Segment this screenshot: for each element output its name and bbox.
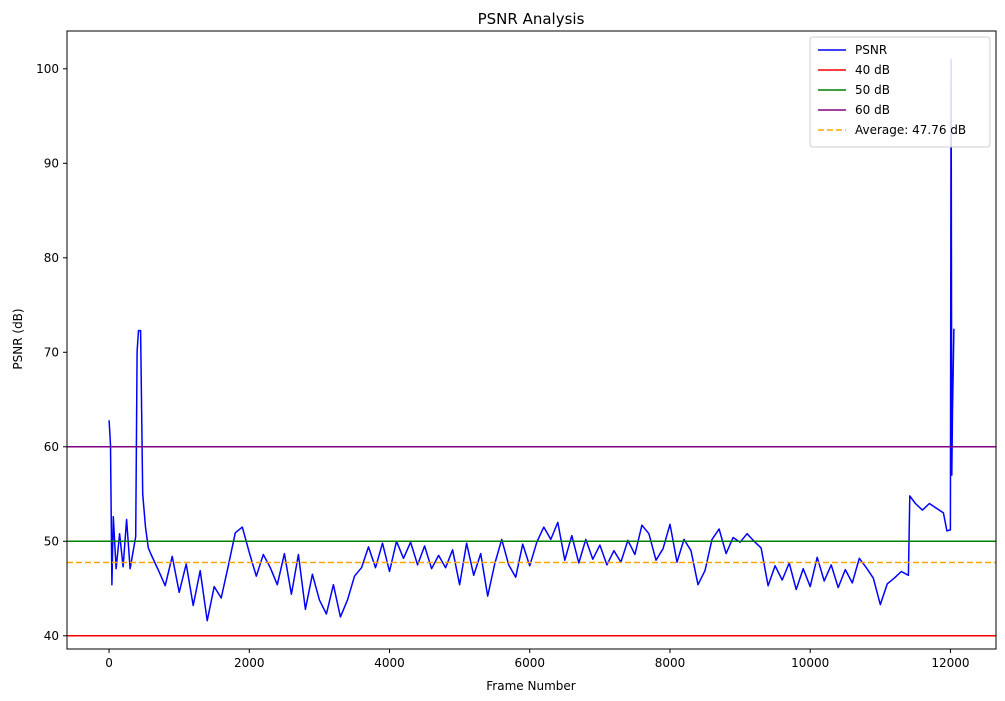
legend-label-60-db: 60 dB [855,103,890,117]
y-tick-label: 90 [44,156,59,170]
y-tick-label: 60 [44,440,59,454]
x-tick-label: 4000 [374,656,405,670]
legend-label-50-db: 50 dB [855,83,890,97]
plot-frame [66,30,997,650]
axes: 0 2000 4000 6000 8000 10000 12000 40 50 60 70 80 90 1… [36,30,997,670]
legend: PSNR 40 dB 50 dB 60 dB Average: 47.76 dB [809,36,991,148]
x-tick-label: 10000 [791,656,829,670]
y-tick-label: 50 [44,534,59,548]
legend-box [809,36,991,148]
x-tick-label: 2000 [234,656,265,670]
y-tick-label: 70 [44,345,59,359]
chart-title: PSNR Analysis [478,10,585,28]
legend-label-psnr: PSNR [855,43,887,57]
x-tick-label: 0 [105,656,113,670]
legend-label-average-47-76-db: Average: 47.76 dB [855,123,966,137]
x-tick-label: 12000 [931,656,969,670]
x-axis-label: Frame Number [486,679,575,693]
y-tick-label: 40 [44,629,59,643]
plot-series [67,58,996,637]
x-tick-label: 8000 [655,656,686,670]
legend-label-40-db: 40 dB [855,63,890,77]
series-line-psnr [108,58,955,622]
y-tick-label: 100 [36,62,59,76]
x-tick-label: 6000 [514,656,545,670]
y-axis-label: PSNR (dB) [11,308,25,369]
y-tick-label: 80 [44,251,59,265]
